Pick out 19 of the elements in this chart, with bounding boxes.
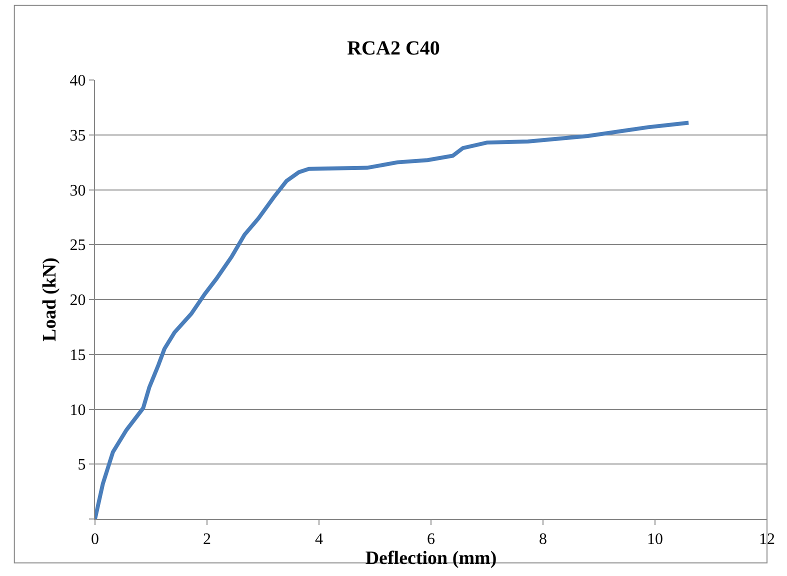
x-tick-label: 12 — [759, 531, 775, 548]
x-tick-label: 0 — [91, 531, 99, 548]
y-tick-label: 40 — [70, 72, 86, 90]
x-tick-label: 4 — [315, 531, 323, 548]
x-tick-label: 8 — [539, 531, 547, 548]
x-tick-label: 6 — [427, 531, 435, 548]
y-tick-label: 10 — [70, 402, 86, 419]
y-tick-label: 20 — [70, 292, 86, 310]
y-axis-title: Load (kN) — [40, 258, 61, 342]
x-tick-label: 2 — [203, 531, 211, 548]
x-tick-label: 10 — [647, 531, 663, 548]
y-tick-label: 25 — [70, 237, 86, 254]
y-tick-label: 35 — [70, 127, 86, 144]
y-tick-label: 30 — [70, 182, 86, 200]
x-axis-title: Deflection (mm) — [365, 548, 497, 570]
line-series — [95, 120, 691, 519]
y-tick-label: 15 — [70, 346, 86, 364]
chart-title: RCA2 C40 — [347, 37, 440, 60]
y-tick-label: 5 — [78, 456, 86, 474]
